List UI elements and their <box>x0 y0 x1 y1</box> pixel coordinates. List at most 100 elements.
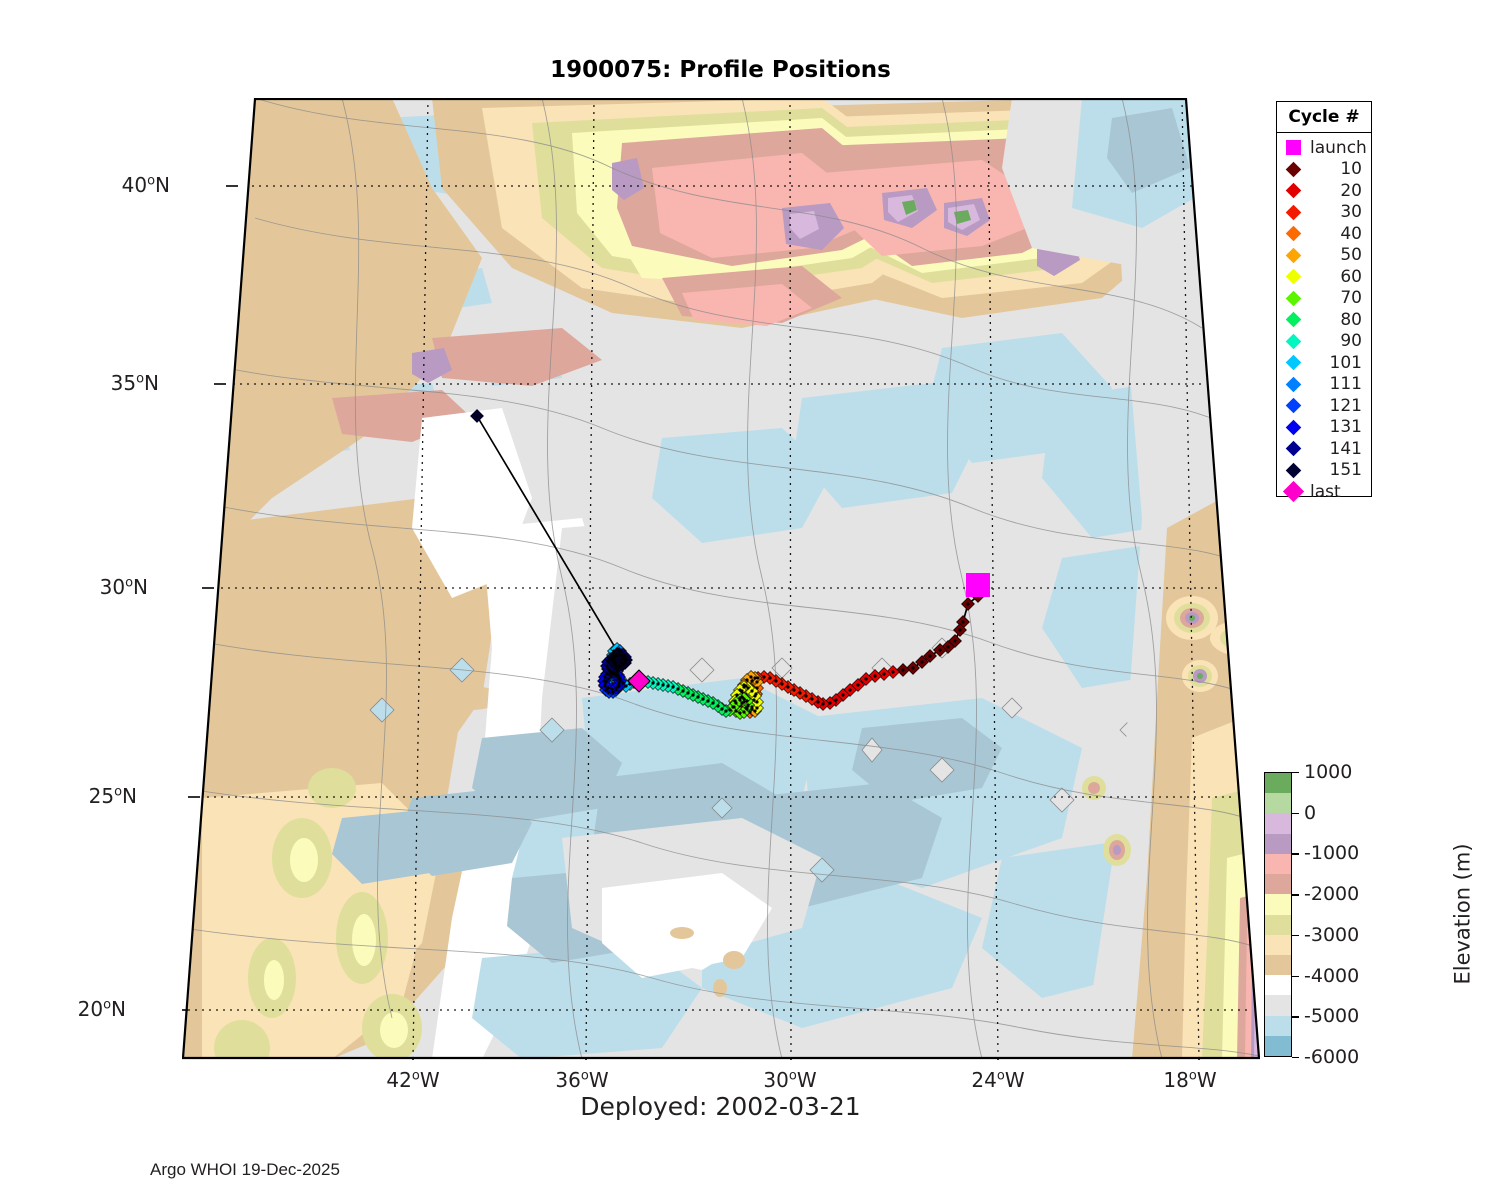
legend-label-90: 90 <box>1340 331 1362 352</box>
legend-title: Cycle # <box>1288 107 1360 127</box>
legend-item-121[interactable]: 121 <box>1277 395 1371 417</box>
legend-item-101[interactable]: 101 <box>1277 352 1371 374</box>
profile-vertex <box>756 676 760 680</box>
cycle-legend[interactable]: Cycle # launch 10 20 30 40 50 60 70 80 90 101 111 12… <box>1276 101 1372 503</box>
axis-ticks <box>182 185 1200 1060</box>
profile-vertex <box>738 711 742 715</box>
profile-vertex <box>841 693 845 697</box>
launch-marker <box>966 573 990 597</box>
profile-vertex <box>691 693 695 697</box>
profile-vertex <box>834 698 838 702</box>
profile-vertex <box>738 688 742 692</box>
profile-vertex <box>605 672 609 676</box>
profile-vertex <box>606 667 610 671</box>
profile-vertex <box>621 653 625 657</box>
profile-vertex <box>612 661 616 665</box>
legend-label-last: last <box>1310 481 1341 502</box>
legend-item-last[interactable]: last <box>1277 481 1371 503</box>
profile-vertex <box>605 664 609 668</box>
profile-vertex <box>620 663 624 667</box>
lat-tick-25: 25oN <box>88 784 137 808</box>
legend-swatch-111-icon <box>1280 376 1306 393</box>
colorbar-tick-label--2000: -2000 <box>1304 883 1360 906</box>
profile-vertex <box>774 679 778 683</box>
profile-vertex <box>750 689 754 693</box>
legend-item-90[interactable]: 90 <box>1277 331 1371 353</box>
legend-swatch-90-icon <box>1280 333 1306 350</box>
profile-vertex <box>938 648 942 652</box>
profile-vertex <box>611 658 615 662</box>
legend-item-launch[interactable]: launch <box>1277 137 1371 159</box>
legend-item-80[interactable]: 80 <box>1277 309 1371 331</box>
profile-vertex <box>734 709 738 713</box>
legend-label-10: 10 <box>1340 159 1362 180</box>
legend-swatch-60-icon <box>1280 268 1306 285</box>
lat-tick-30: 30oN <box>99 575 148 599</box>
legend-item-30[interactable]: 30 <box>1277 202 1371 224</box>
graticule <box>188 98 1250 1059</box>
legend-item-20[interactable]: 20 <box>1277 180 1371 202</box>
profile-vertex <box>848 688 852 692</box>
legend-item-131[interactable]: 131 <box>1277 417 1371 439</box>
legend-item-111[interactable]: 111 <box>1277 374 1371 396</box>
legend-item-10[interactable]: 10 <box>1277 159 1371 181</box>
colorbar-axis-title-text: Elevation (m) <box>1450 843 1475 985</box>
legend-item-40[interactable]: 40 <box>1277 223 1371 245</box>
profile-vertex <box>745 699 749 703</box>
colorbar-tick-label--3000: -3000 <box>1304 923 1360 946</box>
profile-vertex <box>792 688 796 692</box>
profile-vertex <box>609 674 613 678</box>
profile-vertex <box>753 694 757 698</box>
lon-tick-24: 24oW <box>971 1068 1025 1092</box>
profile-vertex <box>958 628 962 632</box>
profile-vertex <box>612 655 616 659</box>
profile-vertex <box>656 682 660 686</box>
legend-item-151[interactable]: 151 <box>1277 460 1371 482</box>
profile-vertex <box>911 666 915 670</box>
legend-swatch-30-icon <box>1280 204 1306 221</box>
profile-vertex <box>752 698 756 702</box>
elevation-colorbar[interactable]: 1000 0 -1000 -2000 -3000 -4000 -5000 -6000 <box>1264 761 1359 1068</box>
profile-vertex <box>750 707 754 711</box>
colorbar-band-13 <box>1265 1035 1291 1057</box>
legend-item-141[interactable]: 141 <box>1277 438 1371 460</box>
profile-vertex <box>946 645 950 649</box>
colorbar-tick-label-0: 0 <box>1304 801 1317 824</box>
profile-vertex <box>614 686 618 690</box>
profile-vertex <box>728 708 732 712</box>
legend-item-60[interactable]: 60 <box>1277 266 1371 288</box>
colorbar-tick--2000 <box>1292 894 1299 896</box>
bathymetry-map <box>182 98 1260 1060</box>
profile-vertex <box>750 679 754 683</box>
profile-vertex <box>606 677 610 681</box>
profile-vertex <box>856 683 860 687</box>
legend-items: launch 10 20 30 40 50 60 70 80 90 101 111 121 131 141 1… <box>1277 133 1371 503</box>
colorbar-tick-0 <box>1292 812 1299 815</box>
profile-vertex <box>608 669 612 673</box>
colorbar-tick-label--1000: -1000 <box>1304 842 1360 865</box>
profile-vertex <box>864 677 868 681</box>
legend-item-70[interactable]: 70 <box>1277 288 1371 310</box>
legend-swatch-151-icon <box>1280 462 1306 479</box>
profile-vertex <box>762 675 766 679</box>
profile-vertex <box>603 675 607 679</box>
legend-label-121: 121 <box>1329 395 1362 416</box>
colorbar-tick-label--4000: -4000 <box>1304 964 1360 987</box>
lon-tick-30: 30oW <box>763 1068 817 1092</box>
profile-vertex <box>624 684 628 688</box>
lon-tick-36: 36oW <box>555 1068 609 1092</box>
profile-vertex <box>901 668 905 672</box>
map-canvas[interactable] <box>182 98 1260 1060</box>
profile-vertex <box>716 704 720 708</box>
legend-swatch-121-icon <box>1280 397 1306 414</box>
profile-vertex <box>742 710 746 714</box>
profile-vertex <box>614 672 618 676</box>
lat-tick-40: 40oN <box>121 173 170 197</box>
profile-vertex <box>701 697 705 701</box>
legend-label-20: 20 <box>1340 180 1362 201</box>
profile-vertex <box>740 695 744 699</box>
legend-label-80: 80 <box>1340 309 1362 330</box>
profile-vertex <box>786 685 790 689</box>
profile-vertex <box>746 703 750 707</box>
legend-item-50[interactable]: 50 <box>1277 245 1371 267</box>
